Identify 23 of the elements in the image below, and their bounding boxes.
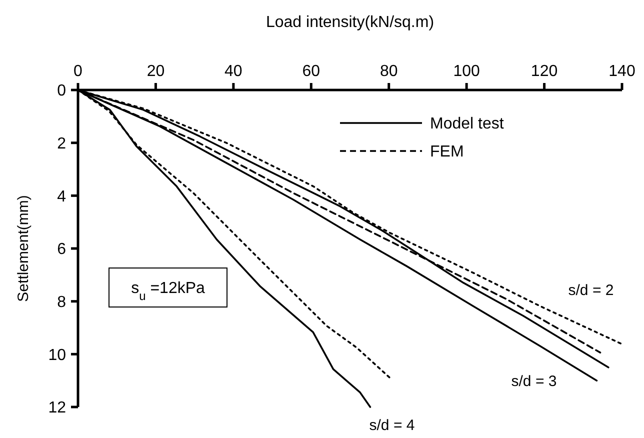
- text: Model test: [430, 116, 504, 133]
- x-tick-label: 60: [302, 63, 320, 80]
- x-tick-label: 120: [530, 63, 558, 80]
- y-tick-label: 12: [48, 400, 66, 417]
- annotation: s/d = 3: [511, 373, 557, 390]
- text: s/d = 4: [369, 417, 415, 434]
- x-tick-label: 40: [224, 63, 242, 80]
- x-tick-label: 20: [146, 63, 165, 80]
- x-tick-label: 80: [380, 63, 398, 80]
- y-tick-label: 6: [57, 241, 66, 258]
- x-tick-label: 0: [74, 63, 83, 80]
- y-axis-title: Settlement(mm): [15, 195, 32, 302]
- y-tick-label: 4: [57, 188, 66, 206]
- x-tick-label: 140: [608, 63, 636, 80]
- text: FEM: [430, 144, 464, 161]
- x-axis-title: Load intensity(kN/sq.m): [266, 14, 434, 31]
- x-tick-label: 100: [453, 63, 480, 80]
- y-tick-label: 8: [57, 294, 66, 311]
- annotation: s$_{u}$ =12kPa: [131, 280, 206, 303]
- y-tick-label: 2: [57, 135, 66, 152]
- y-tick-label: 0: [57, 82, 66, 100]
- annotation: s/d = 2: [568, 282, 614, 299]
- y-tick-label: 10: [48, 346, 66, 364]
